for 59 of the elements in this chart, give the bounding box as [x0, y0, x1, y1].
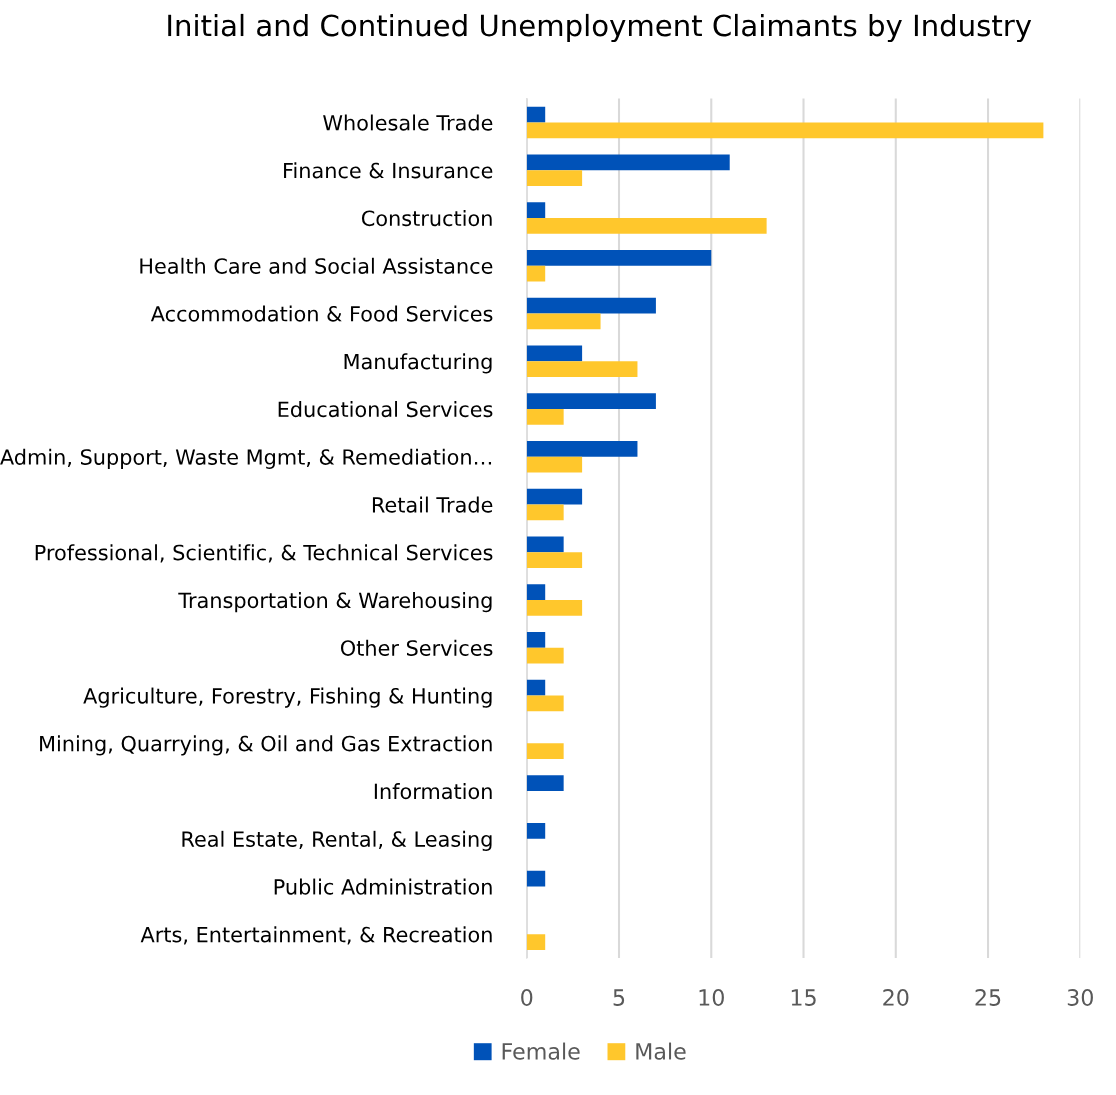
bar — [526, 122, 1044, 139]
bar — [526, 743, 564, 759]
bar — [526, 297, 656, 314]
y-tick-label: Professional, Scientific, & Technical Services — [35, 544, 493, 563]
legend-label: Female — [502, 1042, 580, 1060]
y-tick-label: Accommodation & Food Services — [150, 305, 493, 322]
bar — [526, 440, 638, 457]
y-tick-label: Transportation & Warehousing — [178, 592, 492, 613]
x-tick-label: 0 — [521, 989, 533, 1006]
y-tick-label: Finance & Insurance — [284, 162, 493, 179]
bar — [526, 552, 583, 568]
bar — [526, 154, 730, 171]
y-tick-label: Public Administration — [274, 878, 492, 895]
bar — [526, 504, 564, 521]
y-tick-label: Admin, Support, Waste Mgmt, & Remediation… — [0, 448, 492, 469]
y-tick-label: Construction — [361, 210, 492, 227]
y-tick-label: Real Estate, Rental, & Leasing — [182, 830, 492, 851]
bar — [526, 345, 583, 362]
y-tick-label: Mining, Quarrying, & Oil and Gas Extraction — [40, 735, 492, 756]
bar — [526, 488, 583, 505]
bar — [526, 536, 564, 553]
x-tick-label: 10 — [699, 989, 724, 1006]
bar — [526, 202, 546, 218]
x-tick-label: 15 — [791, 989, 816, 1006]
bar — [526, 313, 601, 330]
bar — [526, 408, 564, 425]
bar — [526, 456, 583, 473]
y-tick-label: Wholesale Trade — [323, 114, 493, 131]
bar — [526, 870, 546, 887]
bar — [526, 393, 656, 409]
x-tick-label: 5 — [613, 989, 625, 1006]
bar — [526, 679, 546, 696]
bar — [526, 217, 767, 234]
bar — [526, 170, 583, 186]
bar — [526, 695, 564, 712]
bar — [526, 599, 583, 616]
x-tick-label: 30 — [1067, 989, 1093, 1006]
bar — [526, 631, 546, 648]
legend-label: Male — [636, 1042, 686, 1060]
chart-title: Initial and Continued Unemployment Claimants by Industry — [168, 13, 1032, 43]
y-tick-label: Retail Trade — [372, 496, 493, 513]
bar — [526, 584, 546, 600]
bar — [526, 265, 546, 282]
x-tick-label: 25 — [975, 989, 1001, 1006]
bar — [526, 361, 638, 377]
bar — [526, 647, 564, 664]
bar — [526, 106, 546, 123]
bar — [526, 249, 712, 266]
y-tick-label: Arts, Entertainment, & Recreation — [140, 926, 492, 945]
y-tick-label: Agriculture, Forestry, Fishing & Hunting — [83, 687, 492, 708]
x-tick-label: 20 — [883, 989, 909, 1006]
y-tick-label: Manufacturing — [344, 353, 492, 374]
bar — [526, 822, 546, 839]
y-tick-label: Educational Services — [278, 401, 493, 418]
bar — [526, 775, 564, 791]
y-tick-label: Health Care and Social Assistance — [140, 257, 493, 274]
y-tick-label: Information — [374, 783, 492, 800]
bar — [526, 934, 546, 951]
y-tick-label: Other Services — [340, 639, 493, 656]
